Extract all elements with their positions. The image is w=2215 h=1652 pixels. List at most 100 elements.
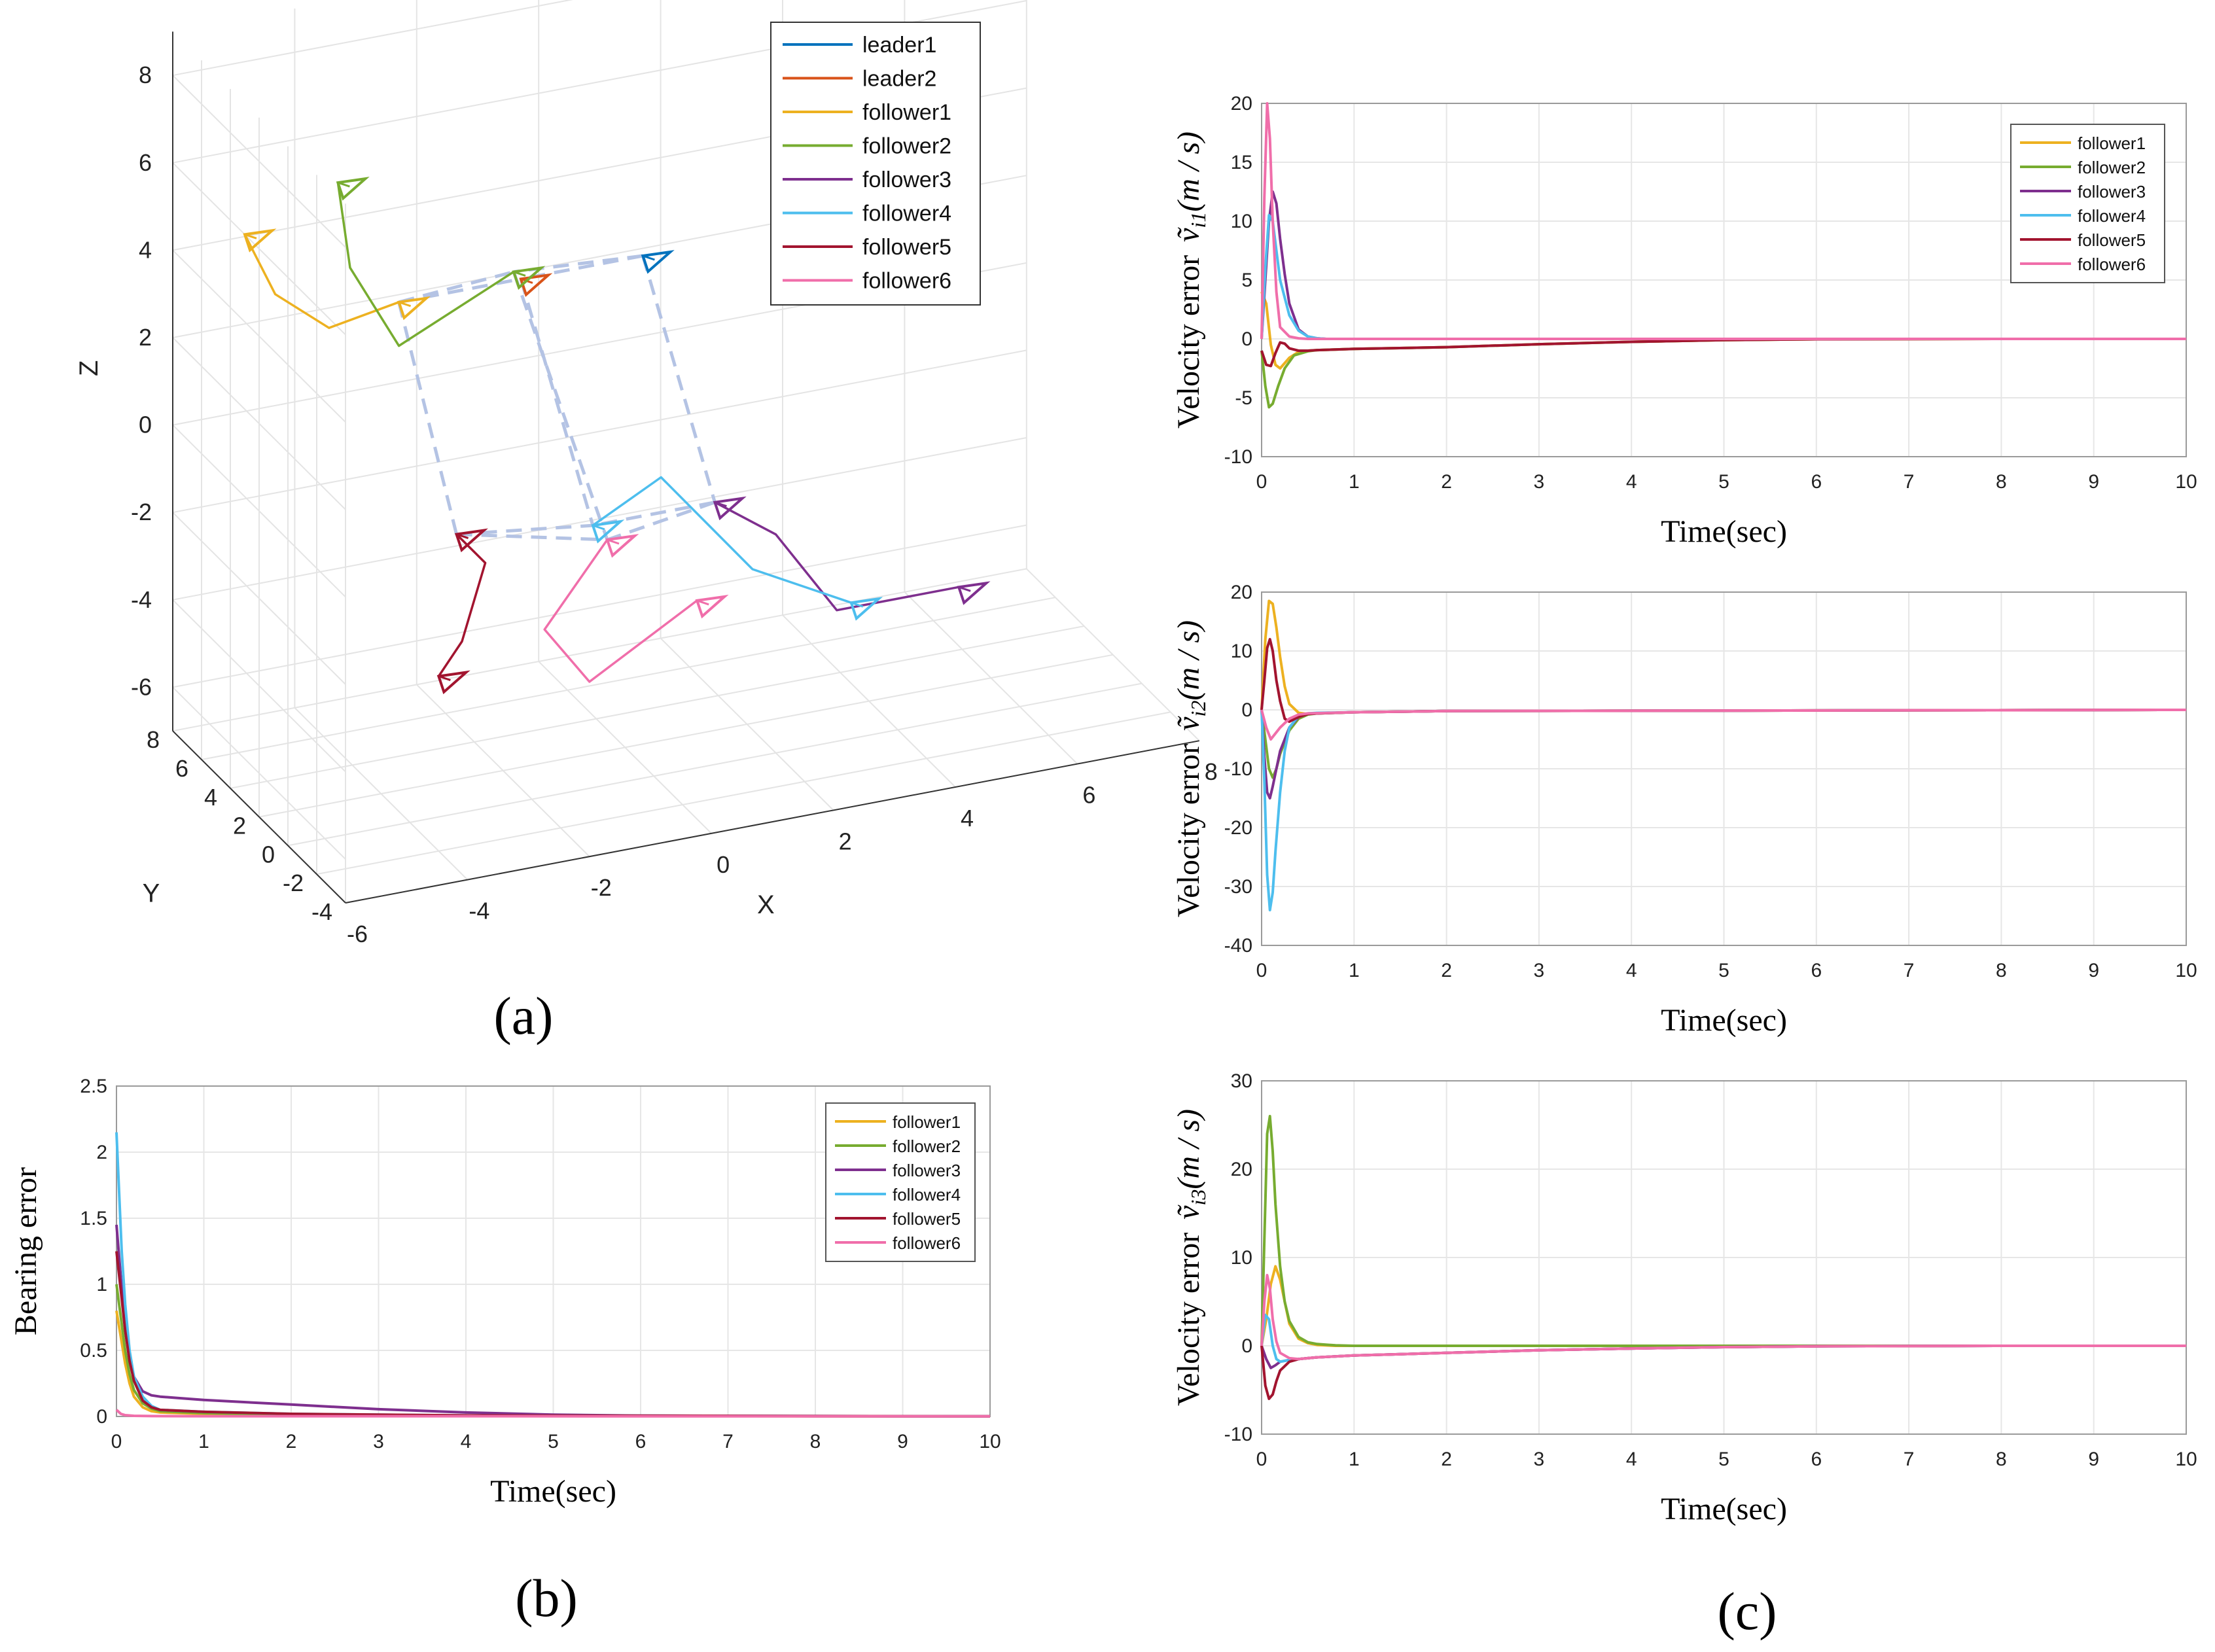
- x-tick-label: 4: [461, 1431, 472, 1452]
- legend-label-follower4: follower4: [893, 1185, 961, 1204]
- z-tick-label: 2: [139, 324, 152, 351]
- x-tick-label: 0: [717, 851, 730, 878]
- formation-edge: [398, 270, 514, 304]
- y-tick-label: -10: [1224, 758, 1252, 780]
- agent-marker-tick-follower2: [513, 271, 526, 277]
- side-grid-z: [172, 424, 346, 598]
- x-tick-label: 8: [810, 1431, 821, 1452]
- formation-edge: [456, 523, 594, 536]
- legend-label-follower6: follower6: [2078, 255, 2146, 274]
- agent-marker-tick-leader1: [642, 255, 655, 261]
- x-tick-label: 1: [198, 1431, 209, 1452]
- agent-marker-tick-follower3: [958, 586, 971, 592]
- agent-marker-follower2: [512, 266, 546, 290]
- agent-marker-tick-follower1: [399, 301, 412, 308]
- floor-grid-y: [287, 682, 1142, 847]
- trajectory-follower1: [243, 234, 400, 329]
- y-tick-label: -20: [1224, 817, 1252, 839]
- y-tick-label: 10: [1231, 641, 1252, 662]
- y-axis-label-text: Velocity error: [1171, 1233, 1206, 1406]
- x-tick-label: 3: [1534, 1449, 1545, 1470]
- legend-label-follower2: follower2: [893, 1136, 961, 1156]
- series-line-follower5: [115, 1251, 991, 1418]
- legend-label-follower1: follower1: [2078, 133, 2146, 153]
- series-line-follower6: [1260, 1274, 2186, 1361]
- side-grid-z: [172, 686, 346, 860]
- y-tick-label: 0: [1241, 328, 1252, 350]
- x-tick-label: 0: [111, 1431, 122, 1452]
- formation-edge: [512, 271, 609, 540]
- y-axis-label-text: Velocity error: [1171, 255, 1206, 429]
- y-tick-label: 2.5: [80, 1076, 107, 1097]
- y-tick-label: 6: [175, 755, 188, 782]
- x-axis-label: Time(sec): [1661, 1492, 1787, 1526]
- x-tick-label: 2: [1441, 471, 1452, 493]
- agent-marker-tick-follower6: [696, 599, 709, 606]
- side-grid-z: [172, 162, 346, 336]
- panel-label-b: (b): [515, 1568, 578, 1628]
- x-tick-label: 6: [635, 1431, 647, 1452]
- y-tick-label: -30: [1224, 876, 1252, 898]
- panel-label-c: (c): [1717, 1581, 1777, 1641]
- y-axis-label-unit: (m / s): [1171, 1109, 1206, 1189]
- panel-c-velocity-error-3: 0 1 2 3 4 5 6 7 8 9 10-100102030Time(sec)Velocity …: [1171, 1070, 2197, 1526]
- x-tick-label: 0: [1256, 471, 1267, 493]
- y-axis-line: [172, 730, 346, 904]
- agent-marker-follower1: [243, 228, 277, 253]
- y-tick-label: 5: [1241, 270, 1252, 291]
- x-tick-label: 9: [2088, 960, 2099, 981]
- y-axis-label-text: Velocity error: [1171, 744, 1206, 917]
- y-tick-label: 1.5: [80, 1208, 107, 1229]
- y-tick-label: -10: [1224, 1424, 1252, 1445]
- y-tick-label: 20: [1231, 582, 1252, 603]
- back-grid-z: [172, 0, 573, 77]
- x-tick-label: 10: [979, 1431, 1001, 1452]
- formation-edge: [607, 501, 716, 542]
- z-tick-label: 4: [139, 236, 152, 263]
- x-tick-label: 9: [2088, 471, 2099, 493]
- floor-grid-y: [316, 711, 1171, 875]
- z-tick-label: 6: [139, 149, 152, 176]
- y-tick-label: 15: [1231, 152, 1252, 173]
- x-tick-label: 0: [1256, 960, 1267, 981]
- x-tick-label: 4: [961, 805, 974, 832]
- z-axis-label: Z: [75, 360, 103, 376]
- x-tick-label: 9: [897, 1431, 908, 1452]
- legend-label-leader1: leader1: [862, 33, 936, 58]
- x-tick-label: 3: [373, 1431, 384, 1452]
- panel-b-bearing-error: 0 1 2 3 4 5 6 7 8 9 10 0 0.5 1 1.5 2 2.5 Time(sec) Bearing…: [9, 1076, 1001, 1509]
- agent-marker-tick-follower1: [244, 233, 257, 239]
- x-tick-label: -4: [469, 898, 489, 924]
- x-tick-label: 7: [1904, 1449, 1915, 1470]
- floor-grid-y: [201, 597, 1055, 760]
- legend-label-follower1: follower1: [862, 100, 951, 125]
- agent-marker-tick-follower2: [337, 181, 350, 188]
- side-grid-z: [172, 599, 346, 773]
- agent-marker-tick-follower5: [456, 533, 469, 540]
- y-axis-label-unit: (m / s): [1171, 132, 1206, 212]
- panel-c-velocity-error-2: 0 1 2 3 4 5 6 7 8 9 10 -40 -30 -20 -10 0 10 20 Time(sec) Ve…: [1171, 582, 2197, 1038]
- y-axis-label-subscript: i2: [1186, 701, 1210, 717]
- y-axis-label-symbol: ṽ: [1171, 1204, 1206, 1220]
- y-axis-label-text: Bearing error: [9, 1167, 43, 1335]
- y-tick-label: 0: [1241, 1335, 1252, 1357]
- x-tick-label: 10: [2175, 960, 2197, 981]
- x-tick-label: 6: [1082, 782, 1095, 809]
- x-tick-label: 10: [2175, 471, 2197, 493]
- agent-marker-tick-follower6: [607, 538, 620, 545]
- x-tick-label: 1: [1349, 960, 1360, 981]
- x-axis-label: Time(sec): [1661, 1003, 1787, 1038]
- x-tick-label: 7: [722, 1431, 734, 1452]
- x-tick-label: 3: [1534, 471, 1545, 493]
- z-tick-label: 0: [139, 412, 152, 438]
- series-line-follower6: [1260, 709, 2187, 741]
- agent-marker-follower5: [436, 670, 470, 695]
- x-tick-label: 7: [1904, 960, 1915, 981]
- x-tick-label: 4: [1626, 960, 1637, 981]
- y-tick-label: 10: [1231, 1247, 1252, 1269]
- x-tick-label: 7: [1904, 471, 1915, 493]
- agent-marker-follower4: [591, 519, 625, 544]
- x-tick-label: 0: [1256, 1449, 1267, 1470]
- x-tick-label: 6: [1811, 1449, 1822, 1470]
- series-line-follower2: [1260, 1115, 2186, 1347]
